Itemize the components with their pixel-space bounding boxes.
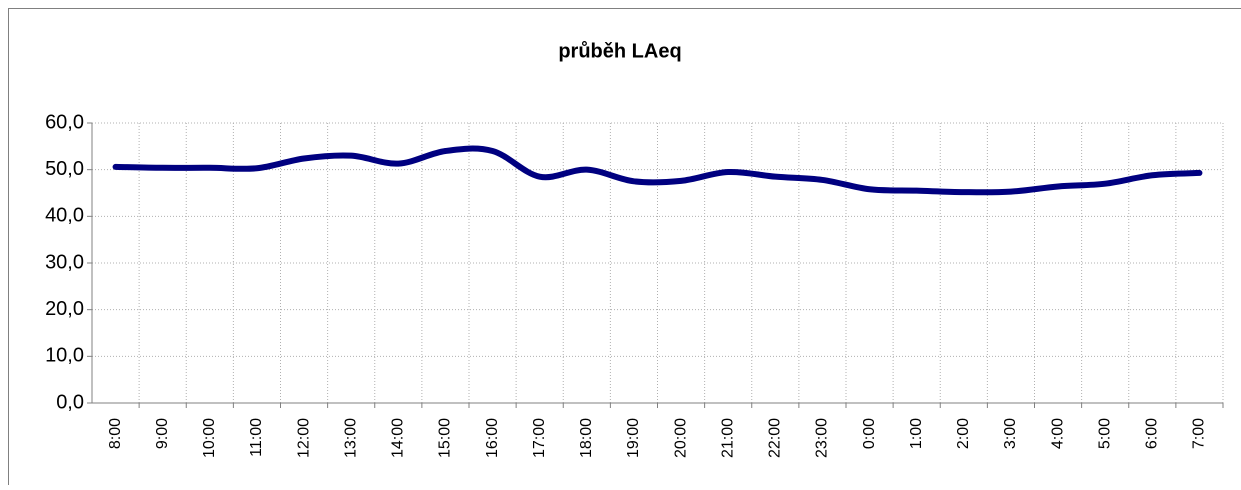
x-tick-label: 4:00 xyxy=(1049,418,1066,449)
chart-title: průběh LAeq xyxy=(558,40,681,62)
x-tick-label: 10:00 xyxy=(201,418,218,458)
y-tick-label: 60,0 xyxy=(45,111,84,133)
x-tick-label: 5:00 xyxy=(1096,418,1113,449)
x-tick-label: 13:00 xyxy=(342,418,359,458)
y-tick-label: 20,0 xyxy=(45,298,84,320)
x-tick-label: 1:00 xyxy=(908,418,925,449)
x-tick-label: 19:00 xyxy=(625,418,642,458)
y-tick-label: 0,0 xyxy=(56,391,84,413)
y-tick-label: 50,0 xyxy=(45,158,84,180)
x-tick-label: 15:00 xyxy=(437,418,454,458)
x-tick-label: 20:00 xyxy=(672,418,689,458)
x-tick-label: 7:00 xyxy=(1191,418,1208,449)
x-tick-label: 16:00 xyxy=(484,418,501,458)
x-tick-label: 6:00 xyxy=(1144,418,1161,449)
y-tick-label: 40,0 xyxy=(45,205,84,227)
x-tick-label: 18:00 xyxy=(578,418,595,458)
y-tick-label: 30,0 xyxy=(45,251,84,273)
x-tick-label: 14:00 xyxy=(390,418,407,458)
x-tick-label: 23:00 xyxy=(814,418,831,458)
chart-border xyxy=(9,9,1241,486)
x-tick-label: 2:00 xyxy=(955,418,972,449)
x-tick-label: 9:00 xyxy=(154,418,171,449)
x-tick-label: 8:00 xyxy=(107,418,124,449)
x-tick-label: 17:00 xyxy=(531,418,548,458)
x-tick-label: 22:00 xyxy=(767,418,784,458)
x-tick-label: 3:00 xyxy=(1002,418,1019,449)
x-tick-label: 12:00 xyxy=(295,418,312,458)
x-tick-label: 0:00 xyxy=(861,418,878,449)
y-tick-label: 10,0 xyxy=(45,345,84,367)
x-tick-label: 21:00 xyxy=(719,418,736,458)
x-tick-label: 11:00 xyxy=(248,418,265,457)
